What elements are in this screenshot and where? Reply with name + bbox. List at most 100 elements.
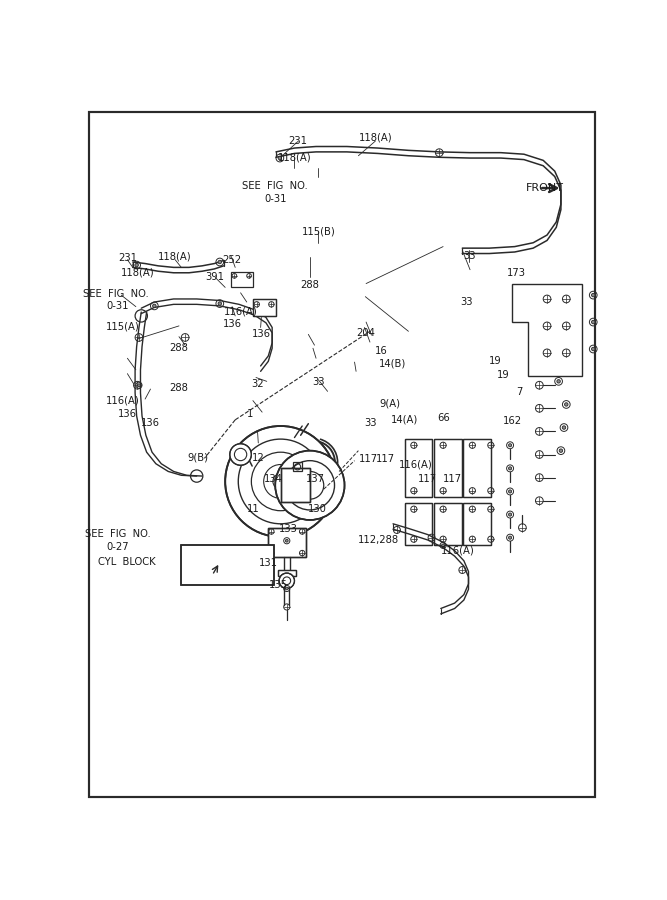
Bar [463, 439, 491, 497]
Text: 118(A): 118(A) [158, 251, 191, 261]
Circle shape [230, 444, 251, 465]
Text: 288: 288 [301, 281, 319, 291]
Circle shape [508, 444, 512, 446]
Bar [405, 439, 432, 497]
Text: 33: 33 [463, 251, 476, 261]
Text: 137: 137 [306, 473, 325, 484]
Bar [434, 439, 462, 497]
Circle shape [135, 264, 138, 266]
Text: 33: 33 [460, 297, 472, 307]
Text: 118(A): 118(A) [358, 133, 392, 143]
Bar [405, 503, 432, 545]
Text: 117: 117 [418, 474, 437, 484]
Text: 9(A): 9(A) [380, 399, 401, 409]
Text: 391: 391 [205, 272, 225, 282]
Text: 135: 135 [269, 580, 288, 590]
Text: 134: 134 [264, 474, 283, 484]
Text: 116(A): 116(A) [398, 459, 432, 469]
Bar [277, 570, 296, 576]
Circle shape [508, 513, 512, 516]
Text: 9(B): 9(B) [187, 453, 209, 463]
Text: 136: 136 [251, 328, 271, 339]
Circle shape [442, 544, 444, 546]
Text: 117: 117 [443, 474, 462, 484]
Bar [434, 503, 462, 545]
Text: 116(A): 116(A) [105, 395, 139, 405]
Text: 66: 66 [437, 413, 450, 424]
Text: 1: 1 [247, 410, 253, 419]
Text: 136: 136 [223, 320, 242, 329]
Circle shape [275, 451, 345, 520]
Bar [434, 503, 462, 545]
Text: 112,288: 112,288 [358, 535, 400, 544]
Text: 19: 19 [497, 370, 510, 380]
Text: 0-31: 0-31 [265, 194, 287, 203]
Text: 130: 130 [307, 504, 327, 514]
Bar [253, 299, 276, 316]
Bar [253, 299, 276, 316]
Bar [281, 468, 310, 502]
Bar [231, 272, 253, 287]
Text: 118(A): 118(A) [121, 268, 154, 278]
Bar [277, 570, 296, 576]
Text: 14(B): 14(B) [379, 358, 406, 368]
Circle shape [218, 302, 221, 305]
Circle shape [564, 402, 568, 406]
Circle shape [592, 347, 595, 351]
Text: 32: 32 [251, 379, 263, 389]
Text: 252: 252 [222, 256, 241, 266]
Bar [463, 503, 491, 545]
Text: 14(A): 14(A) [391, 414, 418, 424]
Bar [463, 439, 491, 497]
Text: 0-27: 0-27 [106, 542, 129, 552]
Text: 231: 231 [289, 136, 307, 146]
Text: 0-31: 0-31 [106, 302, 129, 311]
Bar [267, 527, 306, 557]
Circle shape [508, 490, 512, 493]
Circle shape [562, 426, 566, 429]
Text: 173: 173 [507, 268, 526, 278]
Text: 231: 231 [118, 253, 137, 263]
Text: FRONT: FRONT [526, 184, 564, 194]
Text: SEE  FIG  NO.: SEE FIG NO. [242, 181, 308, 192]
Text: 19: 19 [488, 356, 502, 366]
Text: 118(A): 118(A) [277, 152, 311, 162]
Text: 33: 33 [364, 418, 377, 428]
Text: 116(A): 116(A) [441, 545, 475, 555]
Circle shape [278, 157, 281, 160]
Circle shape [559, 449, 563, 453]
Circle shape [218, 260, 221, 264]
Circle shape [285, 539, 288, 542]
Bar [434, 439, 462, 497]
Text: 204: 204 [356, 328, 375, 338]
Bar [267, 527, 306, 557]
Text: SEE  FIG  NO.: SEE FIG NO. [83, 289, 149, 299]
Text: 117: 117 [358, 454, 378, 464]
Text: CYL  BLOCK: CYL BLOCK [98, 557, 156, 567]
Text: SEE  FIG  NO.: SEE FIG NO. [85, 529, 150, 539]
Text: 33: 33 [312, 377, 325, 387]
Bar [181, 544, 273, 585]
Bar [405, 439, 432, 497]
Circle shape [279, 573, 295, 589]
Bar [463, 503, 491, 545]
Circle shape [557, 380, 560, 383]
Text: 115(A): 115(A) [105, 321, 139, 331]
Text: 117: 117 [376, 454, 395, 464]
Circle shape [153, 304, 156, 308]
Circle shape [225, 426, 336, 537]
Polygon shape [512, 284, 582, 376]
Circle shape [285, 587, 288, 590]
Circle shape [592, 293, 595, 297]
Text: 16: 16 [375, 346, 388, 356]
Text: 136: 136 [141, 418, 160, 428]
Text: 7: 7 [516, 387, 522, 397]
Text: 133: 133 [279, 525, 297, 535]
Circle shape [508, 467, 512, 470]
Bar [293, 463, 302, 472]
Text: 136: 136 [118, 409, 137, 419]
Circle shape [508, 536, 512, 539]
Text: 116(A): 116(A) [224, 307, 257, 317]
Circle shape [137, 383, 140, 387]
Bar [181, 544, 273, 585]
